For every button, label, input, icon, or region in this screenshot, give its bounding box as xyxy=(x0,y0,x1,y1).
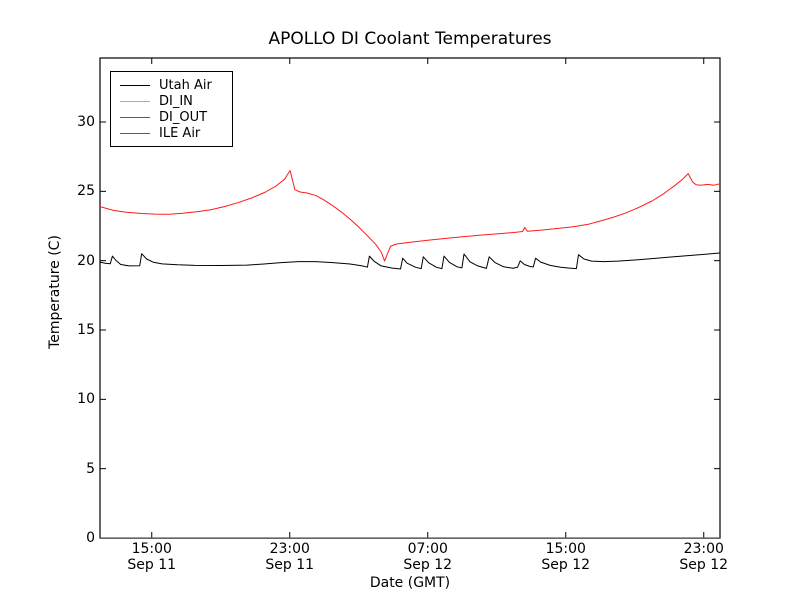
x-tick-label: 15:00 Sep 12 xyxy=(521,541,611,573)
legend-line-swatch xyxy=(120,133,150,135)
y-tick-label: 0 xyxy=(86,530,95,546)
x-tick-label: 15:00 Sep 11 xyxy=(107,541,197,573)
x-tick-time: 15:00 xyxy=(131,541,172,557)
x-tick-date: Sep 12 xyxy=(541,556,591,573)
y-tick-label: 25 xyxy=(77,183,95,200)
x-tick-label: 23:00 Sep 12 xyxy=(659,541,749,573)
x-tick-date: Sep 12 xyxy=(679,556,729,573)
y-tick-label: 15 xyxy=(77,322,95,338)
x-tick-time: 07:00 xyxy=(407,541,448,557)
x-tick-time: 23:00 xyxy=(683,541,724,557)
legend: Utah Air DI_IN DI_OUT ILE Air xyxy=(110,71,233,147)
x-tick-date: Sep 11 xyxy=(127,556,177,573)
legend-item: ILE Air xyxy=(111,126,232,142)
y-tick-label: 5 xyxy=(86,460,95,477)
y-tick-label: 10 xyxy=(77,391,95,408)
x-tick-date: Sep 12 xyxy=(403,556,453,573)
legend-line-swatch xyxy=(120,100,150,102)
x-axis-label: Date (GMT) xyxy=(369,575,451,591)
chart-title: APOLLO DI Coolant Temperatures xyxy=(268,29,552,49)
y-tick-label: 20 xyxy=(77,252,95,269)
x-tick-label: 07:00 Sep 12 xyxy=(383,541,473,573)
y-tick-label: 30 xyxy=(77,114,95,130)
legend-item: DI_IN xyxy=(111,93,232,109)
legend-label: ILE Air xyxy=(159,126,201,142)
x-tick-time: 23:00 xyxy=(269,541,310,557)
legend-item: DI_OUT xyxy=(111,109,232,125)
legend-line-swatch xyxy=(120,84,150,86)
x-tick-label: 23:00 Sep 11 xyxy=(245,541,335,573)
x-tick-time: 15:00 xyxy=(545,541,586,557)
x-tick-date: Sep 11 xyxy=(265,556,315,573)
legend-label: DI_OUT xyxy=(159,109,208,125)
legend-label: Utah Air xyxy=(159,77,212,93)
legend-line-swatch xyxy=(120,116,150,118)
legend-label: DI_IN xyxy=(159,93,193,109)
y-axis-label: Temperature (C) xyxy=(47,235,63,349)
legend-item: Utah Air xyxy=(111,77,232,93)
series-line-utah-air xyxy=(100,252,720,270)
series-line-ile-air xyxy=(100,170,720,262)
